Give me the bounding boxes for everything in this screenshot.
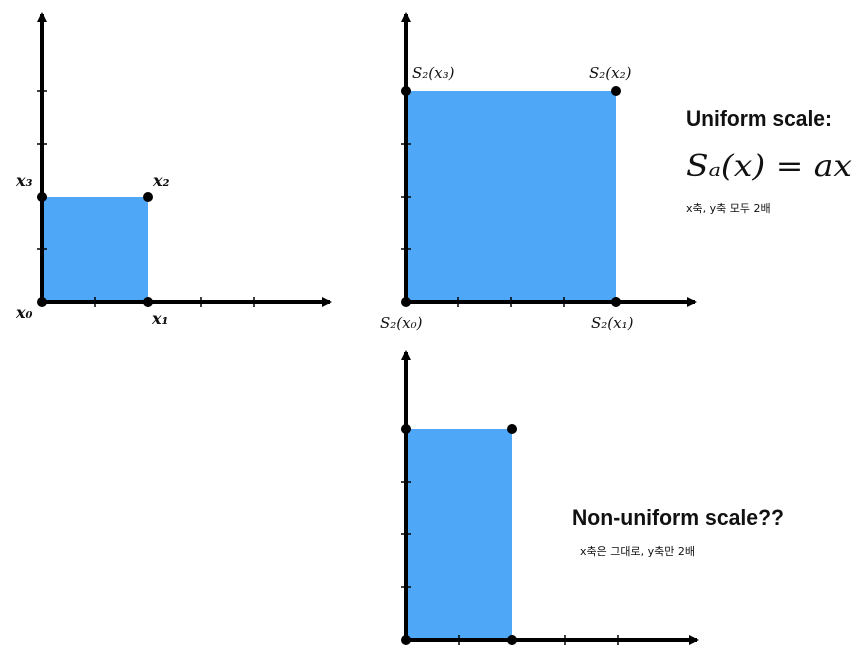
vertex-s2x2 [611,86,621,96]
vertex-p0 [401,635,411,645]
vertex-p1 [507,635,517,645]
uniform-heading: Uniform scale: [686,106,832,131]
original-square [42,197,148,302]
nonuniform-panel: Non-uniform scale?? x축은 그대로, y축만 2배 [401,350,784,645]
label-x3: x₃ [15,171,33,190]
label-s2x3: S₂(x₃) [412,64,455,82]
uniform-formula: Sₐ(x) = ax [686,149,852,184]
vertex-x3 [37,192,47,202]
original-panel: x₀ x₁ x₂ x₃ [15,12,332,328]
vertex-s2x0 [401,297,411,307]
vertex-s2x1 [611,297,621,307]
uniform-square [406,91,616,302]
label-s2x1: S₂(x₁) [591,314,634,332]
vertex-p2 [507,424,517,434]
label-x0: x₀ [15,303,33,322]
label-x1: x₁ [151,309,169,328]
vertex-s2x3 [401,86,411,96]
label-s2x0: S₂(x₀) [380,314,423,332]
nonuniform-note: x축은 그대로, y축만 2배 [580,545,695,558]
label-x2: x₂ [152,171,170,190]
vertex-x0 [37,297,47,307]
label-s2x2: S₂(x₂) [589,64,632,82]
vertex-x1 [143,297,153,307]
uniform-panel: S₂(x₀) S₂(x₁) S₂(x₂) S₂(x₃) Uniform scal… [380,12,852,332]
nonuniform-heading: Non-uniform scale?? [572,505,784,530]
vertex-p3 [401,424,411,434]
uniform-note: x축, y축 모두 2배 [686,202,771,215]
vertex-x2 [143,192,153,202]
nonuniform-rect [406,429,512,640]
